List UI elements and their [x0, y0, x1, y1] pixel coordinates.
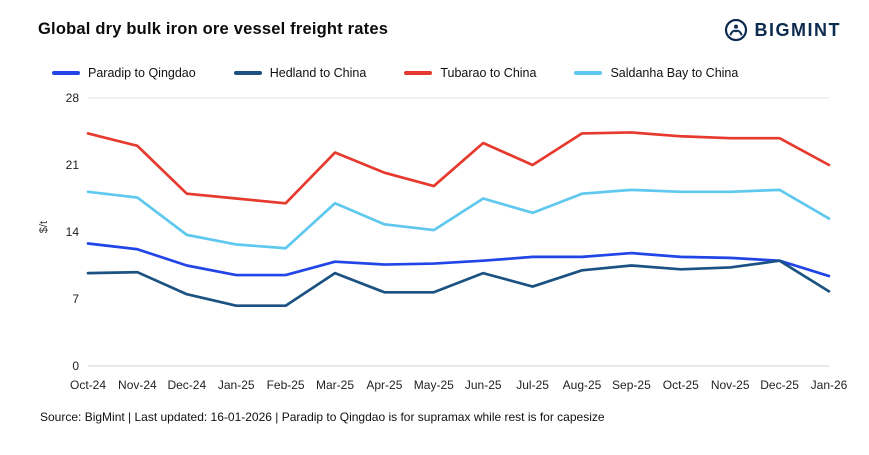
x-tick-label: Jul-25 — [516, 378, 549, 392]
y-axis-label: $/t — [38, 220, 50, 234]
legend-label-tubarao-to-china: Tubarao to China — [440, 66, 537, 80]
legend-label-hedland-to-china: Hedland to China — [269, 66, 367, 80]
x-tick-label: Mar-25 — [316, 378, 354, 392]
x-tick-label: Apr-25 — [366, 378, 402, 392]
x-tick-label: Nov-25 — [711, 378, 750, 392]
x-tick-label: Nov-24 — [118, 378, 157, 392]
y-tick-label: 21 — [66, 158, 80, 172]
y-tick-label: 7 — [72, 292, 79, 306]
chart-area: $/t 0 7 14 21 28 Oct-24 Nov-24 Dec-24 Jan-25 Feb-… — [38, 86, 849, 398]
legend-item-tubarao-to-china: Tubarao to China — [404, 66, 536, 80]
y-tick-label: 14 — [66, 225, 80, 239]
legend-swatch-tubarao-to-china — [404, 71, 433, 75]
series-line-paradip-to-qingdao — [86, 242, 831, 278]
legend-item-hedland-to-china: Hedland to China — [233, 66, 367, 80]
legend-item-paradip-to-qingdao: Paradip to Qingdao — [52, 66, 196, 80]
x-tick-label: Aug-25 — [563, 378, 602, 392]
series-line-saldanha-bay-to-china — [86, 188, 831, 250]
y-tick-label: 28 — [66, 91, 80, 105]
source-note: Source: BigMint | Last updated: 16-01-20… — [40, 410, 605, 424]
legend-label-paradip-to-qingdao: Paradip to Qingdao — [88, 66, 196, 80]
x-tick-label: Jan-26 — [811, 378, 847, 392]
x-tick-label: Jun-25 — [465, 378, 502, 392]
x-tick-label: May-25 — [414, 378, 454, 392]
series-line-tubarao-to-china — [86, 131, 831, 205]
legend-item-saldanha-bay-to-china: Saldanha Bay to China — [574, 66, 738, 80]
bigmint-logo-icon — [724, 18, 747, 42]
chart-legend: Paradip to Qingdao Hedland to China Tubara… — [52, 66, 849, 80]
y-tick-label: 0 — [72, 359, 79, 373]
x-tick-label: Oct-25 — [663, 378, 699, 392]
legend-swatch-saldanha-bay-to-china — [574, 71, 603, 75]
x-tick-label: Dec-24 — [167, 378, 206, 392]
bigmint-logo: BIGMINT — [724, 18, 842, 42]
x-tick-label: Sep-25 — [612, 378, 651, 392]
x-tick-label: Oct-24 — [70, 378, 106, 392]
x-tick-label: Dec-25 — [760, 378, 799, 392]
x-tick-label: Jan-25 — [218, 378, 255, 392]
legend-swatch-hedland-to-china — [233, 71, 262, 75]
freight-rates-line-chart: 0 7 14 21 28 Oct-24 Nov-24 Dec-24 Jan-25 Feb-25 Ma… — [66, 91, 847, 392]
legend-swatch-paradip-to-qingdao — [52, 71, 80, 75]
header: Global dry bulk iron ore vessel freight … — [38, 14, 849, 42]
x-tick-label: Feb-25 — [267, 378, 305, 392]
legend-label-saldanha-bay-to-china: Saldanha Bay to China — [610, 66, 739, 80]
series-line-hedland-to-china — [86, 259, 831, 308]
brand-name: BIGMINT — [754, 19, 841, 40]
page-title: Global dry bulk iron ore vessel freight … — [38, 20, 389, 38]
